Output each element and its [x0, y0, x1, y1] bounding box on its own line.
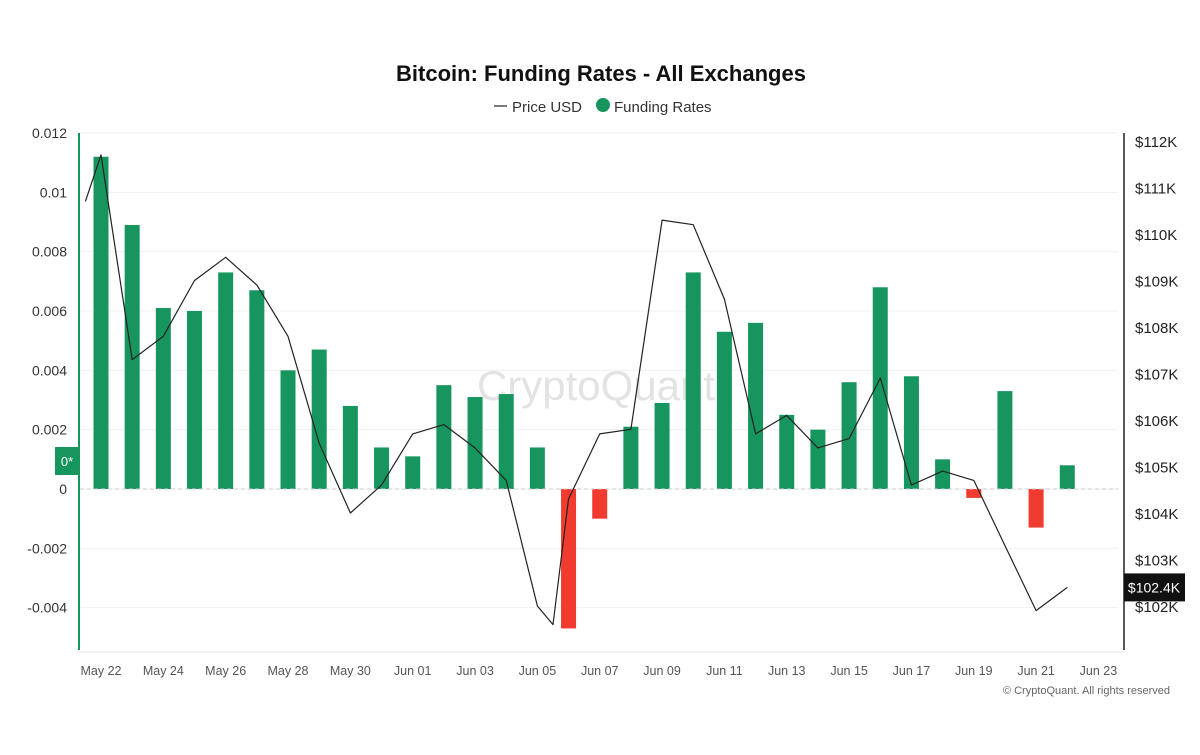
x-tick-label: May 26 [205, 664, 246, 678]
funding-bar [187, 311, 203, 489]
x-tick-label: Jun 01 [394, 664, 432, 678]
y-right-tick-label: $106K [1135, 413, 1178, 430]
x-tick-label: Jun 03 [456, 664, 494, 678]
zero-marker-badge: 0* [55, 447, 79, 475]
funding-bar [748, 322, 764, 489]
funding-bar [561, 489, 577, 629]
funding-bar [716, 331, 732, 489]
funding-bar [467, 397, 483, 489]
funding-bar [654, 402, 670, 489]
funding-bar [498, 394, 514, 489]
y-right-tick-label: $112K [1135, 134, 1177, 151]
x-tick-label: Jun 15 [830, 664, 868, 678]
x-tick-label: Jun 05 [519, 664, 557, 678]
y-left-tick-label: 0.004 [32, 362, 67, 378]
funding-bar [623, 426, 639, 489]
y-right-tick-label: $110K [1135, 227, 1177, 244]
legend-price-label[interactable]: Price USD [512, 99, 582, 116]
x-axis-ticks: May 22 May 24 May 26 May 28 May 30 Jun 01 Jun … [81, 664, 1118, 678]
x-tick-label: Jun 11 [706, 664, 743, 678]
right-axis-ticks: $112K $111K $110K $109K $108K $107K $106K $105K… [1135, 134, 1178, 616]
x-tick-label: Jun 09 [643, 664, 681, 678]
x-tick-label: May 28 [268, 664, 309, 678]
y-right-tick-label: $105K [1135, 460, 1178, 477]
funding-bar [1059, 465, 1075, 489]
y-left-tick-label: -0.002 [27, 540, 67, 556]
price-line-layer [84, 154, 1068, 626]
y-right-tick-label: $104K [1135, 506, 1178, 523]
x-tick-label: May 22 [81, 664, 122, 678]
funding-bar [280, 370, 296, 489]
watermark: CryptoQuant [477, 362, 715, 409]
funding-bar [405, 456, 421, 489]
y-left-tick-label: 0.006 [32, 303, 67, 319]
funding-bar [218, 272, 234, 489]
y-left-tick-label: 0 [59, 481, 67, 497]
y-right-tick-label: $111K [1135, 181, 1176, 198]
funding-bar [1028, 489, 1044, 528]
current-price-badge: $102.4K [1124, 573, 1185, 602]
funding-bar [997, 391, 1013, 489]
funding-bar [841, 382, 857, 489]
funding-bar [93, 156, 109, 489]
funding-bar [374, 447, 390, 489]
x-tick-label: Jun 23 [1080, 664, 1118, 678]
x-tick-label: May 24 [143, 664, 184, 678]
funding-bar [779, 414, 795, 489]
funding-bar [249, 290, 265, 489]
zero-marker-label: 0* [61, 454, 73, 469]
funding-bars [93, 156, 1075, 629]
legend-funding-label[interactable]: Funding Rates [614, 99, 712, 116]
funding-bar [810, 429, 826, 489]
x-tick-label: Jun 13 [768, 664, 806, 678]
legend-funding-dot-icon [596, 98, 610, 112]
funding-bar [935, 459, 951, 489]
legend[interactable]: Price USD Funding Rates [494, 98, 712, 116]
zero-marker-badge-bg [55, 447, 79, 475]
left-axis-ticks: 0.012 0.01 0.008 0.006 0.004 0.002 0 -0.002 -0.0… [27, 125, 67, 616]
current-price-badge-bg [1124, 573, 1185, 602]
y-right-tick-label: $109K [1135, 274, 1178, 291]
x-tick-label: Jun 19 [955, 664, 993, 678]
funding-bar [903, 376, 919, 489]
y-left-tick-label: 0.002 [32, 422, 67, 438]
x-tick-label: Jun 07 [581, 664, 619, 678]
y-left-tick-label: 0.008 [32, 244, 67, 260]
y-right-tick-label: $108K [1135, 320, 1178, 337]
funding-bar [966, 489, 982, 498]
funding-bar [685, 272, 701, 489]
funding-bar [342, 405, 358, 489]
x-tick-label: May 30 [330, 664, 371, 678]
copyright: © CryptoQuant. All rights reserved [1003, 685, 1170, 697]
funding-bar [311, 349, 327, 489]
y-left-tick-label: 0.012 [32, 125, 67, 141]
y-right-tick-label: $102K [1135, 599, 1178, 616]
funding-bar [436, 385, 452, 489]
current-price-label: $102.4K [1128, 579, 1181, 595]
y-right-tick-label: $103K [1135, 553, 1178, 570]
funding-bar [155, 308, 171, 489]
y-right-tick-label: $107K [1135, 367, 1178, 384]
funding-bar [592, 489, 608, 519]
y-left-tick-label: -0.004 [27, 600, 67, 616]
price-line [84, 154, 1068, 626]
funding-bar [872, 287, 888, 489]
y-left-tick-label: 0.01 [40, 184, 67, 200]
funding-bar [529, 447, 545, 489]
chart-title: Bitcoin: Funding Rates - All Exchanges [396, 61, 806, 86]
x-tick-label: Jun 17 [893, 664, 931, 678]
x-tick-label: Jun 21 [1017, 664, 1055, 678]
